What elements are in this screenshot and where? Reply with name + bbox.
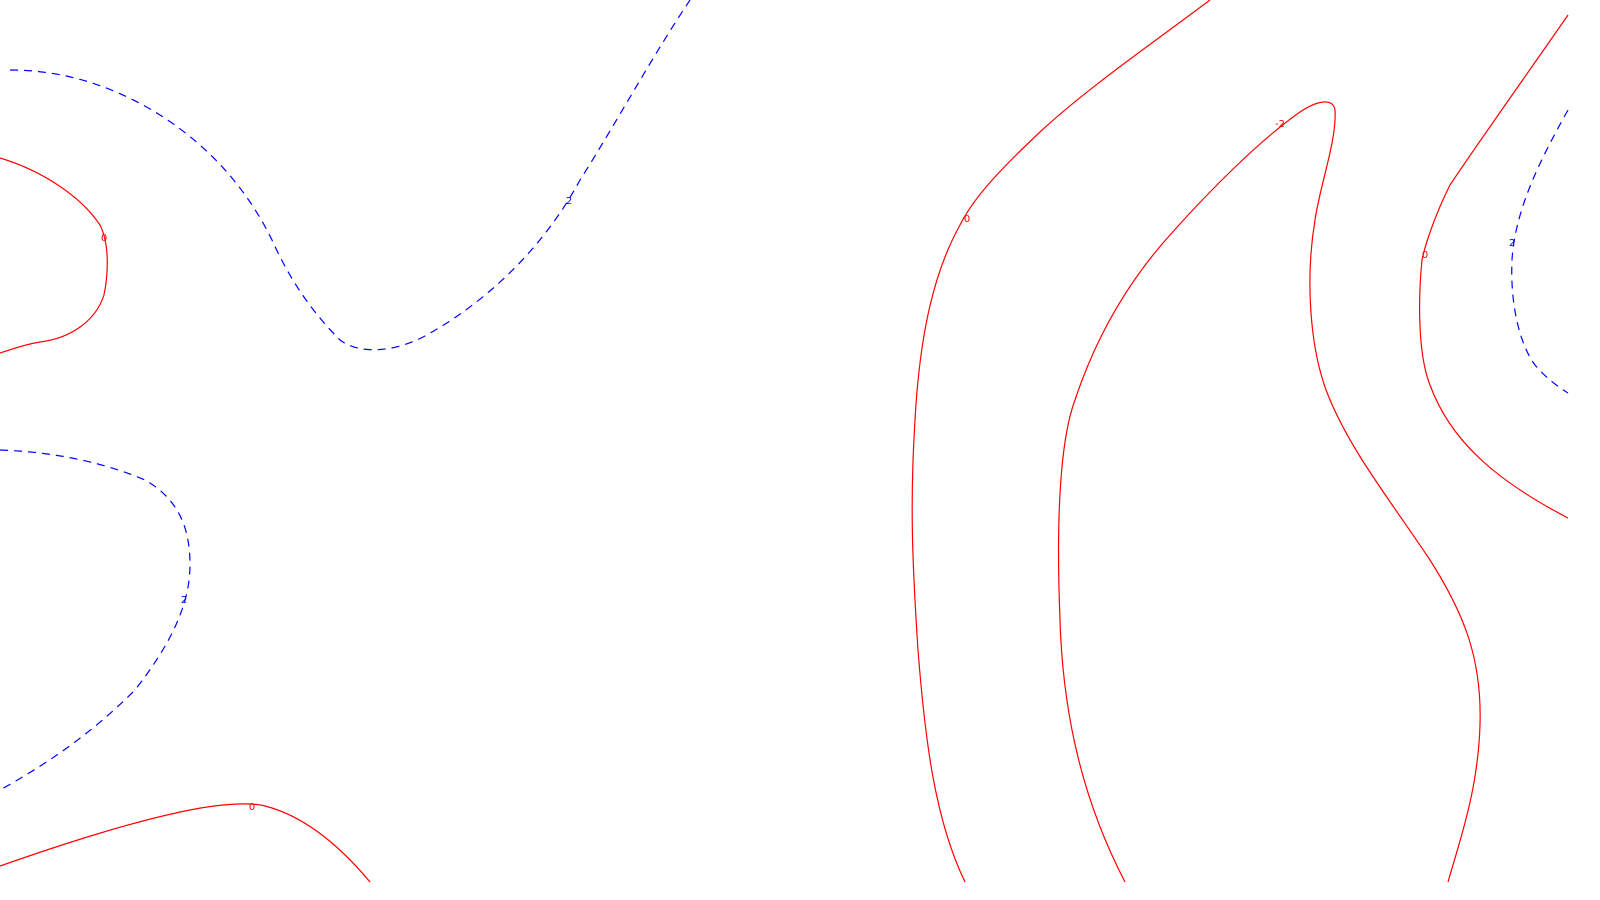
contour-neg2-center-right-label: -2	[1275, 119, 1285, 130]
contour-2-right-edge-label: 2	[1509, 238, 1515, 249]
contour-neg2-center-right	[1057, 101, 1481, 883]
contour-2-top-left-label: 2	[566, 196, 572, 207]
contour-0-right	[1419, 14, 1569, 519]
contour-labels-group: 2 2 2 0 0 0 0 -2	[101, 119, 1515, 813]
contour-0-center-right	[911, 0, 1211, 883]
contour-2-right-edge	[1511, 109, 1569, 394]
contour-lines-group	[0, 0, 1569, 883]
contour-2-left-middle-label: 2	[181, 595, 187, 606]
contour-2-left-middle	[0, 449, 191, 791]
contour-0-bottom-left-label: 0	[249, 802, 255, 813]
contour-0-right-label: 0	[1422, 250, 1428, 261]
contour-0-left-loop-label: 0	[101, 233, 107, 244]
contour-0-bottom-left	[0, 803, 371, 883]
contour-2-top-left	[9, 0, 691, 351]
contour-0-center-right-label: 0	[964, 214, 970, 225]
contour-0-left-loop	[0, 157, 108, 354]
